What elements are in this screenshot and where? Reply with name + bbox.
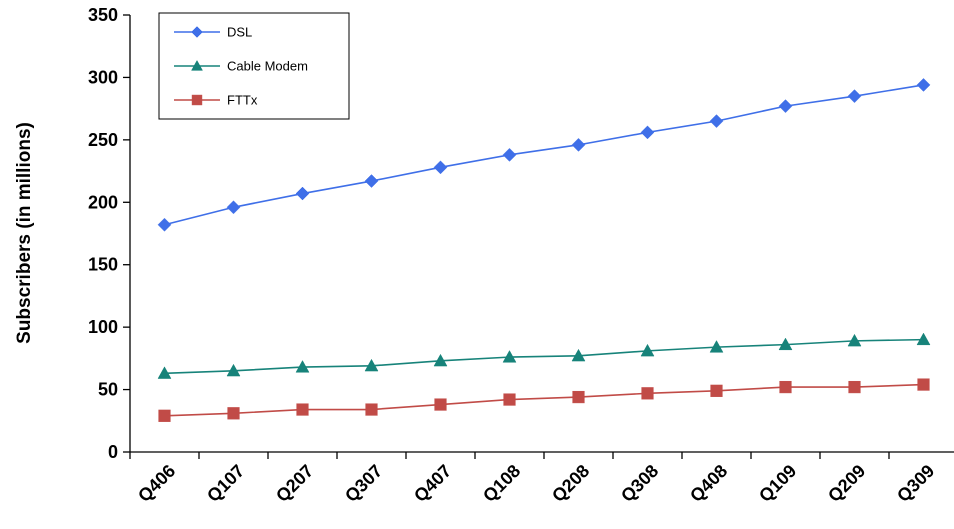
legend-item: FTTx (174, 93, 258, 108)
x-tick-label: Q406 (134, 461, 179, 506)
data-point-triangle (916, 332, 931, 346)
data-point-triangle (847, 333, 862, 347)
x-tick-label: Q109 (755, 461, 800, 506)
y-axis-title: Subscribers (in millions) (14, 122, 35, 344)
data-point-triangle (640, 343, 655, 357)
data-point-diamond (709, 114, 724, 128)
data-point-square (434, 398, 447, 411)
data-point-diamond (916, 78, 931, 92)
legend: DSL Cable Modem FTTx (158, 12, 350, 120)
data-point-diamond (433, 160, 448, 175)
legend-label: DSL (227, 25, 252, 40)
data-point-square (848, 380, 861, 394)
data-point-square (191, 94, 203, 106)
series-dsl (157, 78, 931, 232)
series-line (164, 84, 924, 226)
legend-items: DSL Cable Modem FTTx (174, 25, 308, 108)
data-point-square (779, 380, 792, 394)
legend-label: Cable Modem (227, 59, 308, 74)
x-tick-label: Q107 (203, 461, 248, 506)
y-tick-label: 250 (88, 130, 118, 150)
data-point-square (641, 387, 654, 400)
y-tick-label: 100 (88, 317, 118, 337)
data-point-triangle (295, 360, 310, 373)
legend-item: DSL (174, 25, 252, 40)
data-point-triangle (709, 340, 724, 353)
data-point-square (365, 403, 378, 416)
data-point-square (503, 393, 516, 406)
data-point-square (227, 407, 240, 420)
data-point-diamond (295, 186, 310, 201)
data-point-square (710, 384, 723, 397)
x-tick-label: Q407 (410, 461, 455, 506)
y-axis-ticks: 0 50 100 150 200 250 300 350 (88, 5, 130, 462)
series-layer (157, 78, 931, 422)
data-point-square (572, 390, 585, 404)
y-tick-label: 150 (88, 255, 118, 275)
data-point-triangle (502, 350, 517, 363)
data-point-diamond (847, 89, 862, 104)
data-point-diamond (191, 26, 203, 38)
x-tick-label: Q309 (893, 461, 938, 506)
data-point-diamond (226, 200, 241, 215)
data-point-triangle (571, 348, 586, 362)
y-tick-label: 350 (88, 5, 118, 25)
y-tick-label: 300 (88, 67, 118, 87)
x-tick-label: Q408 (686, 461, 731, 506)
x-tick-label: Q307 (341, 461, 386, 506)
series-cable-modem (157, 332, 931, 379)
data-point-diamond (157, 217, 172, 232)
series-line (164, 338, 924, 375)
y-tick-label: 50 (98, 380, 118, 400)
legend-label: FTTx (227, 93, 258, 108)
x-axis-ticks: Q406 Q107 Q207 Q307 Q407 Q108 Q208 Q308 Q408 Q109… (129, 452, 938, 506)
data-point-diamond (502, 147, 517, 162)
series-line (164, 383, 924, 417)
x-tick-label: Q209 (824, 461, 869, 506)
x-tick-label: Q108 (479, 461, 524, 506)
series-fttx (158, 378, 930, 422)
data-point-triangle (778, 337, 793, 351)
data-point-diamond (571, 137, 586, 152)
x-tick-label: Q207 (272, 461, 317, 506)
data-point-diamond (640, 125, 655, 140)
data-point-triangle (157, 366, 172, 379)
data-point-diamond (778, 99, 793, 113)
data-point-diamond (364, 174, 379, 188)
data-point-triangle (433, 353, 448, 367)
data-point-square (917, 378, 930, 391)
x-tick-label: Q208 (548, 461, 593, 506)
data-point-triangle (226, 363, 241, 377)
data-point-triangle (191, 59, 203, 71)
data-point-square (158, 409, 171, 422)
legend-item: Cable Modem (174, 59, 308, 74)
y-tick-label: 200 (88, 192, 118, 212)
data-point-square (296, 403, 309, 416)
x-tick-label: Q308 (617, 461, 662, 506)
data-point-triangle (364, 358, 379, 372)
y-tick-label: 0 (108, 442, 118, 462)
